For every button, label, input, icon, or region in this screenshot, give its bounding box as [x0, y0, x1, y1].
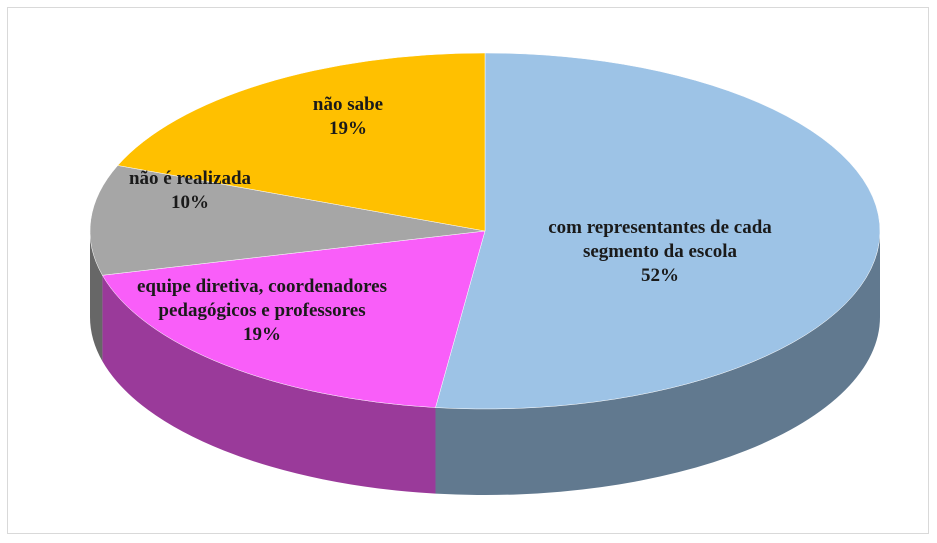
- slice-label: equipe diretiva, coordenadores pedagógic…: [127, 275, 397, 347]
- slice-name: com representantes de cada segmento da e…: [548, 217, 772, 262]
- slice-value: 10%: [171, 192, 209, 213]
- slice-value: 19%: [329, 118, 367, 139]
- slice: [89, 165, 486, 276]
- slice-label: não sabe 19%: [248, 93, 448, 141]
- slice-label: com representantes de cada segmento da e…: [525, 216, 795, 288]
- slice-value: 19%: [243, 324, 281, 345]
- slice: [435, 52, 881, 410]
- slice-side: [102, 275, 436, 494]
- chart-frame: [7, 7, 929, 534]
- slice: [102, 230, 486, 408]
- slice-label: não é realizada 10%: [90, 167, 290, 215]
- slice-side: [435, 231, 880, 495]
- slice-name: não é realizada: [128, 168, 252, 189]
- slice-name: equipe diretiva, coordenadores pedagógic…: [137, 276, 387, 321]
- slice: [117, 52, 486, 232]
- slice-name: não sabe: [312, 94, 384, 115]
- slice-value: 52%: [641, 265, 679, 286]
- slice-side: [90, 231, 103, 362]
